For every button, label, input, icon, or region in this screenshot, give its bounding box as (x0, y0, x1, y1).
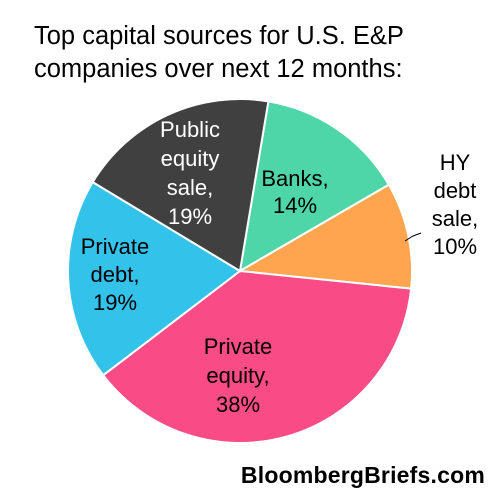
pie-slice-banks (238, 100, 391, 273)
slice-label-line: 19% (168, 204, 212, 229)
slice-label-line: 38% (216, 392, 260, 417)
slice-label-line: sale, (167, 175, 213, 200)
slice-label-line: HY (440, 150, 471, 175)
slice-label-line: Private (204, 334, 272, 359)
slice-label-line: 14% (273, 193, 317, 218)
pie-slice-public-equity-sale (91, 98, 270, 273)
slice-label-banks: Banks, 14% (261, 166, 328, 218)
chart-title: Top capital sources for U.S. E&P compani… (34, 20, 484, 86)
pie-slice-hy-debt-sale (236, 183, 413, 290)
slice-label-line: sale, (432, 206, 478, 231)
slice-label-public-equity-sale: Public equity sale, 19% (160, 117, 220, 229)
slice-label-line: debt, (91, 262, 140, 287)
chart-title-line-2: companies over next 12 months: (34, 55, 403, 83)
slice-label-line: 10% (433, 234, 477, 259)
slice-label-line: equity, (206, 363, 269, 388)
slice-label-line: equity (161, 146, 220, 171)
slice-label-hy-debt-sale: HY debt sale, 10% (432, 150, 478, 259)
slice-label-line: Banks, (261, 166, 328, 191)
chart-title-line-1: Top capital sources for U.S. E&P (34, 22, 404, 50)
slice-label-line: Public (160, 117, 220, 142)
pie-slice-private-debt (67, 180, 242, 377)
hy-debt-leader-line (404, 232, 422, 242)
slice-label-line: 19% (93, 290, 137, 315)
pie-slice-private-equity (101, 269, 413, 444)
slice-label-private-debt: Private debt, 19% (81, 234, 149, 315)
slice-label-line: debt (434, 178, 477, 203)
slice-label-line: Private (81, 234, 149, 259)
source-credit: BloombergBriefs.com (240, 462, 485, 488)
slice-label-private-equity: Private equity, 38% (204, 334, 272, 417)
